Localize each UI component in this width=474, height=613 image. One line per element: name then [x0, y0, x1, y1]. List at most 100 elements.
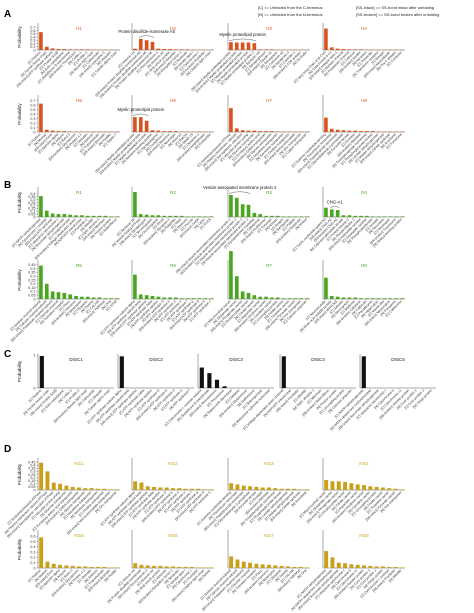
chart-r3: R3[SS-intact] Vesicle-associated membran… — [175, 185, 310, 276]
y-tick-label: 0.1 — [30, 45, 35, 49]
bar — [179, 49, 184, 50]
bar — [162, 131, 167, 132]
chart-title: H6 — [170, 98, 176, 103]
y-tick-label: 0 — [33, 215, 35, 219]
bar — [248, 486, 253, 490]
bar — [64, 565, 69, 568]
bar — [368, 486, 373, 490]
bar — [341, 215, 346, 217]
chart-ng8: NG8[C] NADH dehydrogenase[N] NADH-ubiqui… — [290, 530, 405, 611]
y-tick-label: 0.4 — [30, 112, 35, 116]
bar — [62, 292, 67, 299]
bar — [349, 564, 354, 568]
bar — [171, 566, 175, 568]
bar — [50, 291, 55, 299]
chart-title: H2 — [170, 26, 176, 31]
bar — [77, 566, 81, 568]
bar — [343, 481, 348, 490]
bar — [179, 215, 184, 217]
bar — [39, 462, 44, 490]
bar — [241, 485, 246, 490]
bar — [298, 489, 303, 490]
bar — [74, 49, 78, 50]
chart-r7: R7[C] Mitochondrial carrier[N] Glutamate… — [203, 251, 310, 333]
bar — [138, 294, 143, 299]
bar — [285, 566, 290, 568]
y-tick-label: 0.4 — [30, 35, 35, 39]
chart-title: NG1 — [74, 461, 84, 466]
y-tick-label: 0.3 — [30, 117, 35, 121]
chart-title: NG7 — [264, 533, 274, 538]
bar — [171, 488, 175, 490]
bar — [191, 216, 196, 217]
y-tick-label: 0.1 — [30, 210, 35, 214]
bar — [183, 488, 188, 490]
bar — [305, 216, 309, 217]
bar — [292, 566, 297, 568]
bar — [139, 564, 144, 568]
y-tick-label: 0.1 — [30, 561, 35, 565]
bar — [258, 214, 263, 217]
bar — [324, 277, 328, 299]
bar — [365, 298, 369, 299]
bar — [252, 43, 257, 50]
bar — [45, 471, 50, 490]
bar — [229, 194, 233, 217]
bar — [45, 561, 50, 568]
bar — [150, 215, 155, 217]
bar — [365, 131, 369, 132]
bar — [393, 566, 398, 568]
bar — [138, 117, 143, 132]
bar — [62, 131, 67, 132]
annotation-bracket — [329, 206, 340, 209]
y-axis-label: Probability — [17, 463, 22, 485]
bar — [382, 298, 387, 299]
bar — [234, 42, 239, 50]
bar — [275, 297, 280, 299]
bar — [115, 216, 119, 217]
bar — [347, 49, 352, 50]
bar — [144, 120, 149, 132]
bar — [252, 130, 257, 132]
bar — [258, 131, 263, 132]
bar — [208, 489, 213, 490]
bar — [156, 296, 161, 299]
panel-letter-d: D — [4, 444, 11, 455]
bar — [329, 128, 334, 132]
chart-title: DISC4 — [311, 357, 325, 362]
bar — [359, 49, 363, 50]
bar — [400, 298, 404, 299]
bar — [365, 215, 369, 217]
y-tick-label: 0.25 — [28, 278, 35, 282]
y-axis-label: Probability — [17, 191, 22, 213]
bar — [97, 215, 102, 217]
bar — [400, 216, 404, 217]
bar — [44, 46, 49, 50]
bar — [39, 32, 43, 51]
bar — [174, 131, 178, 132]
bar — [50, 48, 55, 51]
bar — [168, 49, 172, 50]
bar — [95, 566, 100, 568]
bar — [329, 209, 334, 217]
bar — [77, 487, 81, 490]
bar — [234, 197, 239, 217]
y-axis-label: Probability — [17, 26, 22, 48]
bar — [347, 297, 352, 299]
bar — [68, 49, 73, 50]
bar — [241, 561, 246, 568]
chart-h4: H4[C] Very-long-chain acyl-CoA[N] Cytoch… — [293, 23, 405, 84]
bar — [39, 537, 44, 568]
chart-title: DISC1 — [69, 357, 83, 362]
y-axis-label: Probability — [17, 103, 22, 125]
category-label: [N] Orai — [101, 299, 112, 310]
bar — [138, 214, 143, 217]
bar — [374, 486, 379, 490]
chart-r2: R2[C] Syntaxin-1B[N] Vesicle-fusing ATPa… — [111, 187, 214, 248]
bar — [168, 215, 172, 217]
bar — [246, 292, 251, 299]
bar — [387, 488, 392, 490]
